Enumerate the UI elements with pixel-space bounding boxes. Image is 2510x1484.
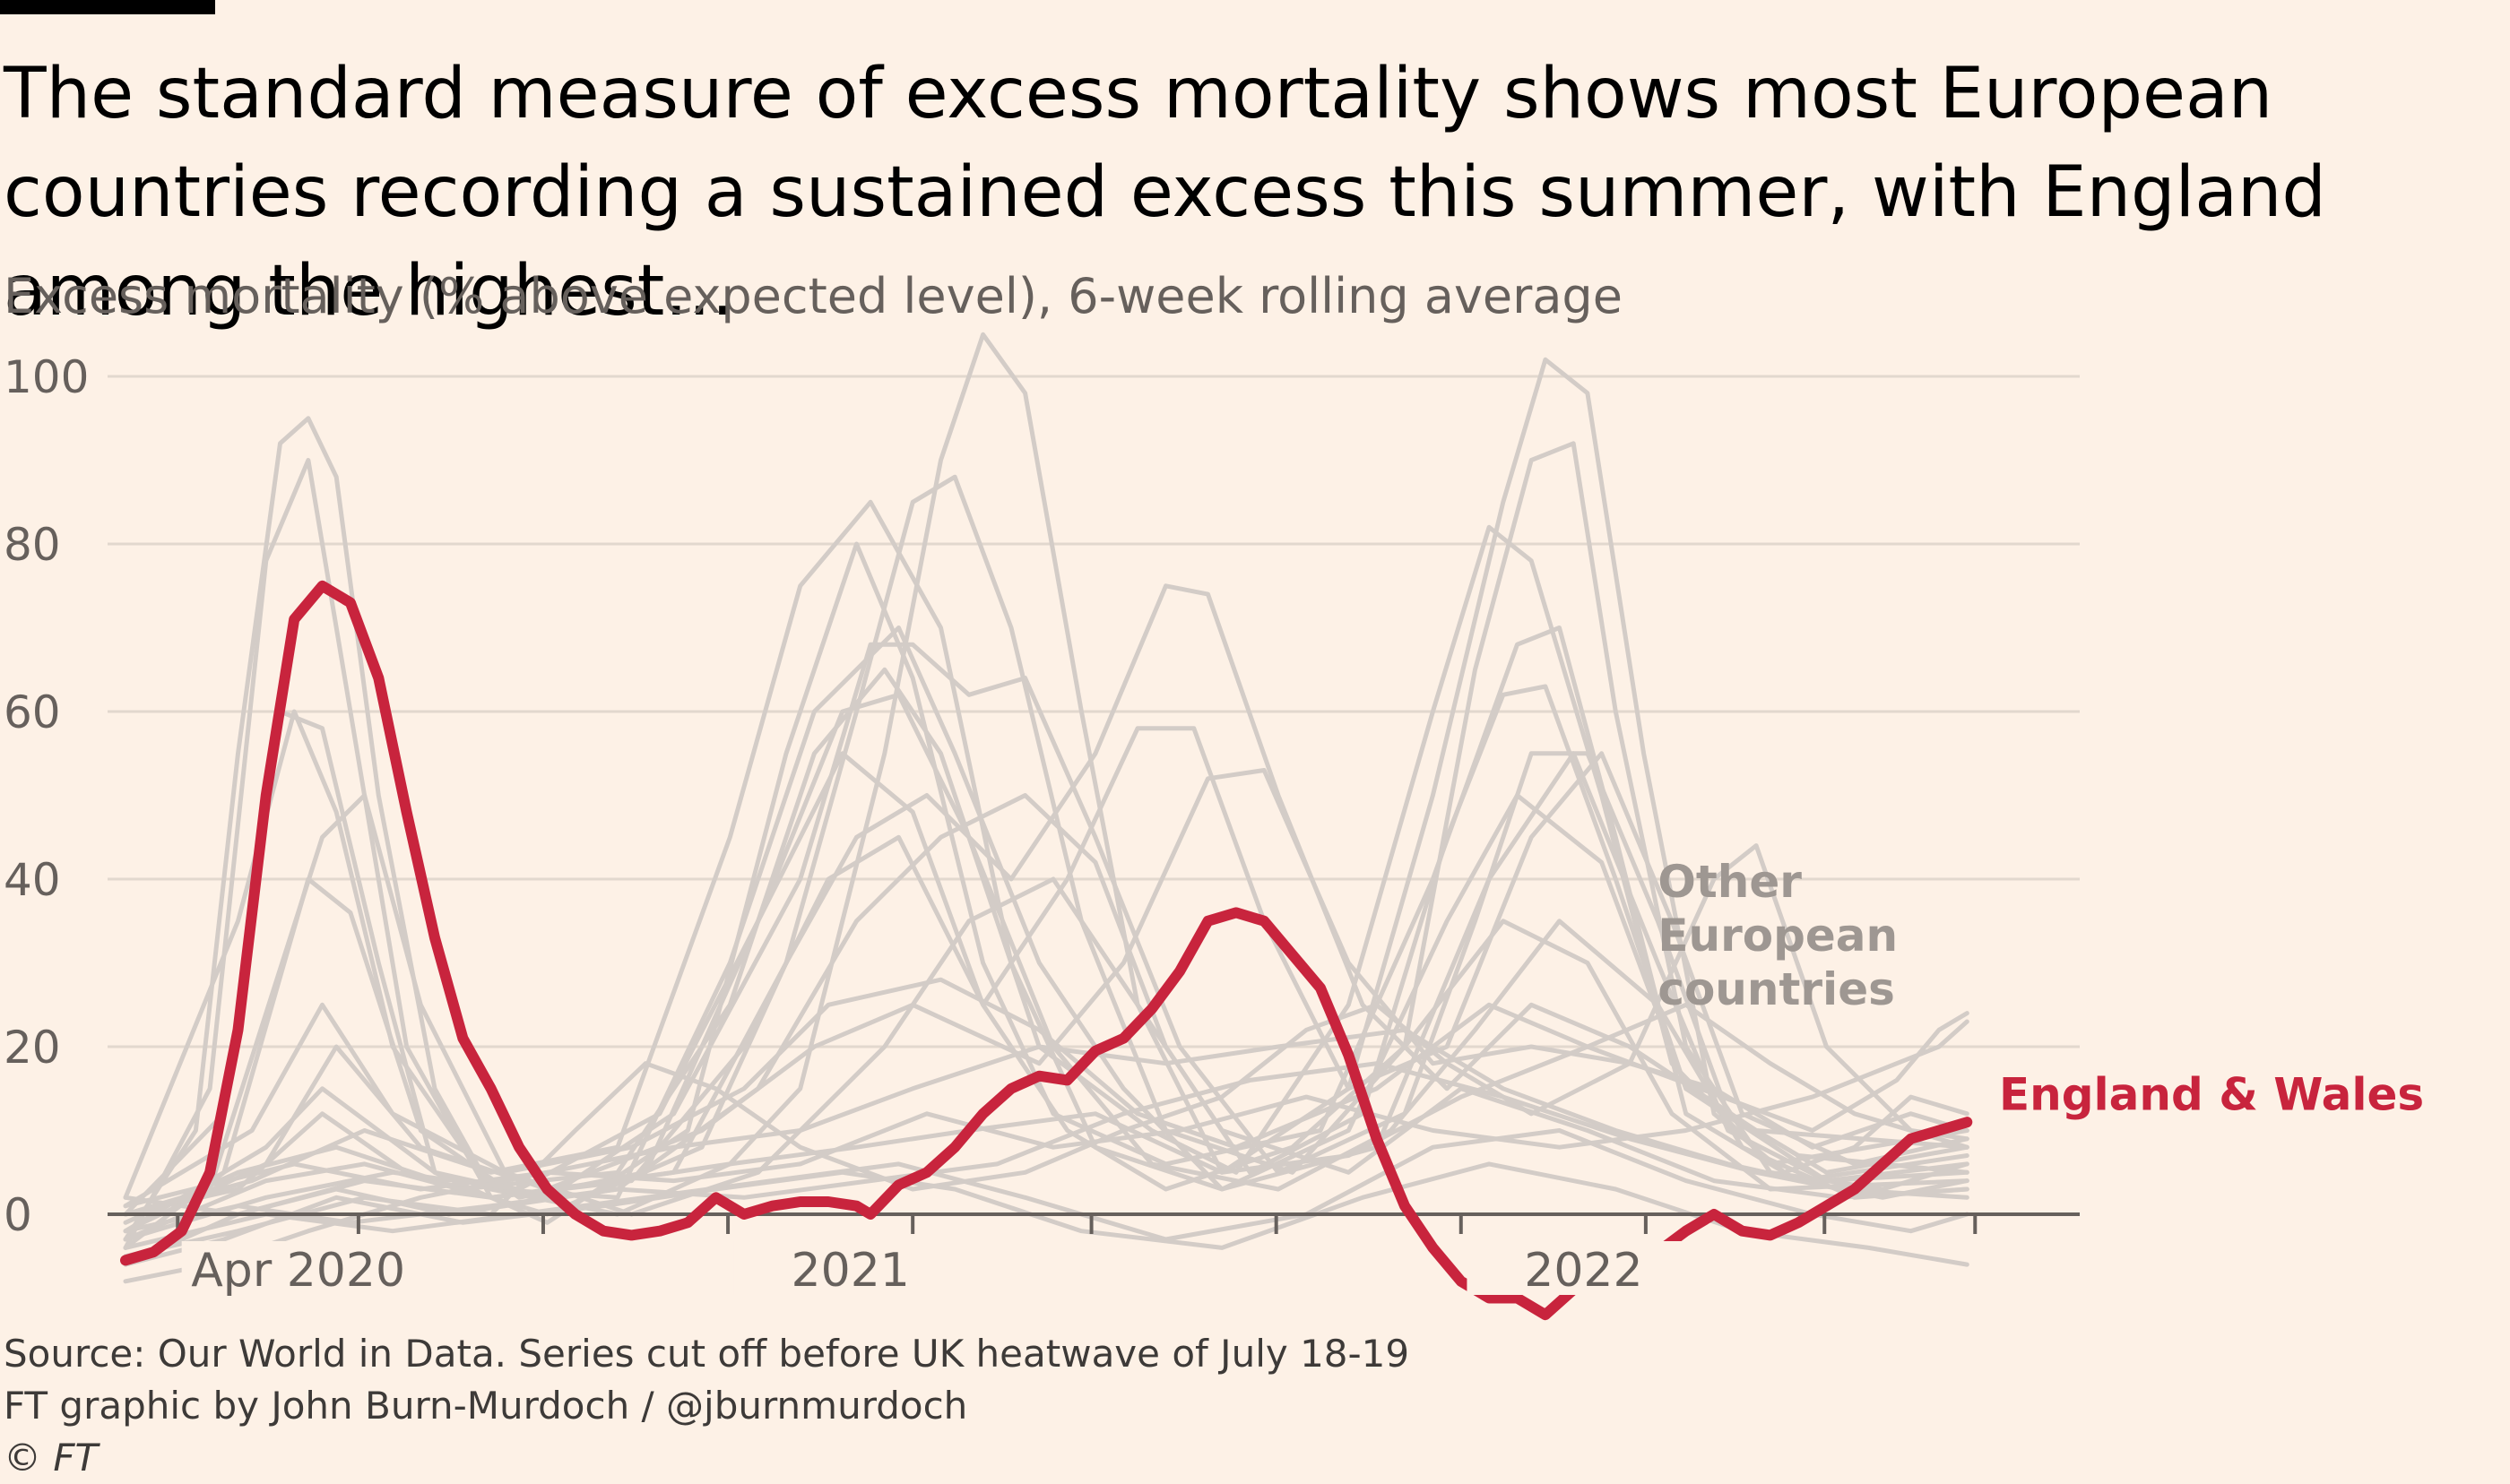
other-country-line — [123, 751, 1969, 1250]
other-countries-label: European — [1657, 910, 1898, 962]
credit-note: FT graphic by John Burn-Murdoch / @jburn… — [4, 1384, 968, 1428]
england-wales-label: England & Wales — [1999, 1068, 2424, 1120]
other-countries-label: Other — [1657, 856, 1802, 908]
other-country-line — [123, 441, 1969, 1250]
top-accent-bar — [0, 0, 215, 14]
source-note: Source: Our World in Data. Series cut of… — [4, 1332, 1410, 1376]
x-tick-label-bg — [181, 1241, 415, 1295]
other-countries-label: countries — [1657, 963, 1895, 1015]
other-country-line — [123, 692, 1969, 1242]
other-country-line — [123, 1019, 1969, 1209]
other-country-line — [123, 977, 1969, 1209]
other-country-line — [123, 793, 1969, 1217]
chart-title: The standard measure of excess mortality… — [4, 54, 2326, 332]
y-tick-label: 40 — [4, 854, 61, 906]
x-tick-label: 2021 — [792, 1244, 910, 1298]
other-country-line — [123, 541, 1969, 1225]
other-country-line — [123, 1002, 1969, 1217]
other-country-line — [123, 626, 1969, 1200]
other-country-line — [123, 684, 1969, 1267]
x-tick-label-bg — [733, 1241, 967, 1295]
y-tick-label: 80 — [4, 519, 61, 571]
x-tick-label: Apr 2020 — [191, 1244, 405, 1298]
y-tick-label: 100 — [4, 351, 89, 403]
copyright-note: © FT — [4, 1436, 99, 1480]
other-country-line — [123, 332, 1969, 1242]
y-tick-label: 20 — [4, 1022, 61, 1074]
x-tick-label: 2022 — [1524, 1244, 1642, 1298]
y-tick-label: 60 — [4, 686, 61, 738]
chart-subtitle: Excess mortality (% above expected level… — [4, 268, 1623, 324]
x-tick-label-bg — [1467, 1241, 1701, 1295]
y-tick-label: 0 — [4, 1189, 32, 1241]
other-country-line — [123, 499, 1969, 1217]
footer: Source: Our World in Data. Series cut of… — [4, 1328, 1409, 1484]
other-country-line — [123, 1161, 1969, 1267]
